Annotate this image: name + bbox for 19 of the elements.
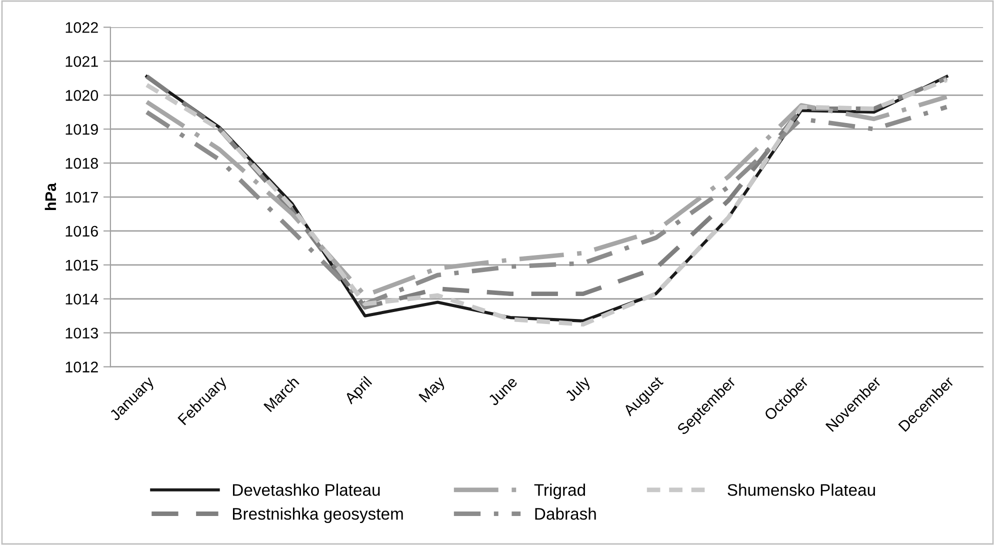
legend-label: Shumensko Plateau	[728, 484, 875, 496]
y-tick-label: 1018	[66, 158, 98, 169]
y-tick-label: 1015	[66, 260, 98, 271]
y-tick-label: 1016	[66, 226, 98, 237]
y-tick-label: 1021	[66, 56, 98, 67]
x-tick-label: May	[418, 376, 448, 405]
y-tick-label: 1017	[66, 192, 98, 203]
legend-label: Dabrash	[535, 508, 596, 520]
y-tick-label: 1012	[66, 362, 98, 372]
legend-label: Brestnishka geosystem	[232, 508, 403, 524]
y-tick-label: 1022	[66, 22, 98, 33]
y-tick-label: 1020	[66, 90, 98, 101]
legend-label: Trigrad	[534, 484, 586, 500]
y-axis-title: hPa	[44, 182, 56, 210]
legend-label: Devetashko Plateau	[232, 484, 380, 496]
y-tick-label: 1014	[66, 294, 98, 305]
y-tick-label: 1019	[66, 124, 98, 135]
y-tick-label: 1013	[66, 328, 98, 339]
x-tick-label: July	[564, 375, 594, 404]
